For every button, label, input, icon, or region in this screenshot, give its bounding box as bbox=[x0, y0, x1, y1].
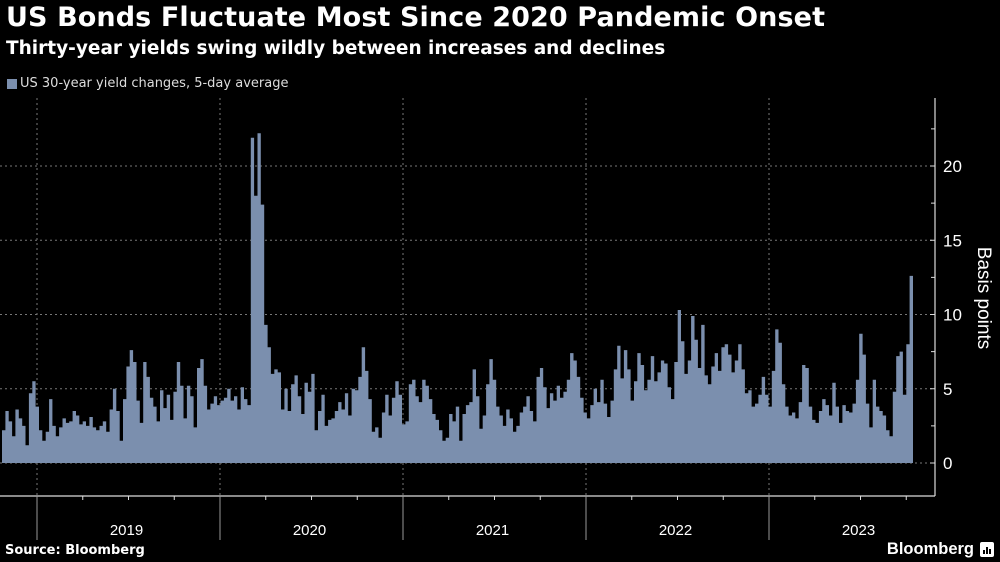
x-tick-label: 2023 bbox=[842, 522, 875, 539]
y-tick-label: 20 bbox=[943, 157, 962, 176]
chart-title: US Bonds Fluctuate Most Since 2020 Pande… bbox=[6, 2, 826, 33]
x-tick-label: 2022 bbox=[659, 522, 692, 539]
legend: US 30-year yield changes, 5-day average bbox=[7, 76, 288, 91]
series-area bbox=[2, 133, 913, 464]
y-tick-label: 10 bbox=[943, 306, 962, 325]
axes bbox=[0, 98, 936, 497]
legend-label: US 30-year yield changes, 5-day average bbox=[20, 76, 289, 91]
x-tick-label: 2020 bbox=[293, 522, 326, 539]
y-tick-label: 5 bbox=[943, 380, 952, 399]
chart-subtitle: Thirty-year yields swing wildly between … bbox=[6, 38, 666, 59]
x-tick-label: 2019 bbox=[110, 522, 143, 539]
brand-logo: Bloomberg bbox=[886, 540, 974, 558]
legend-swatch bbox=[7, 78, 17, 89]
y-tick-label: 15 bbox=[943, 231, 962, 250]
x-axis-ticks: 2019 2020 2021 2022 2023 bbox=[36, 496, 907, 540]
bloomberg-terminal-icon bbox=[980, 542, 994, 557]
source-note: Source: Bloomberg bbox=[5, 543, 145, 558]
y-axis-label: Basis points bbox=[973, 247, 994, 349]
y-tick-label: 0 bbox=[943, 454, 952, 473]
x-tick-label: 2021 bbox=[476, 522, 509, 539]
y-axis-ticks: 0 5 10 15 20 bbox=[930, 128, 962, 473]
